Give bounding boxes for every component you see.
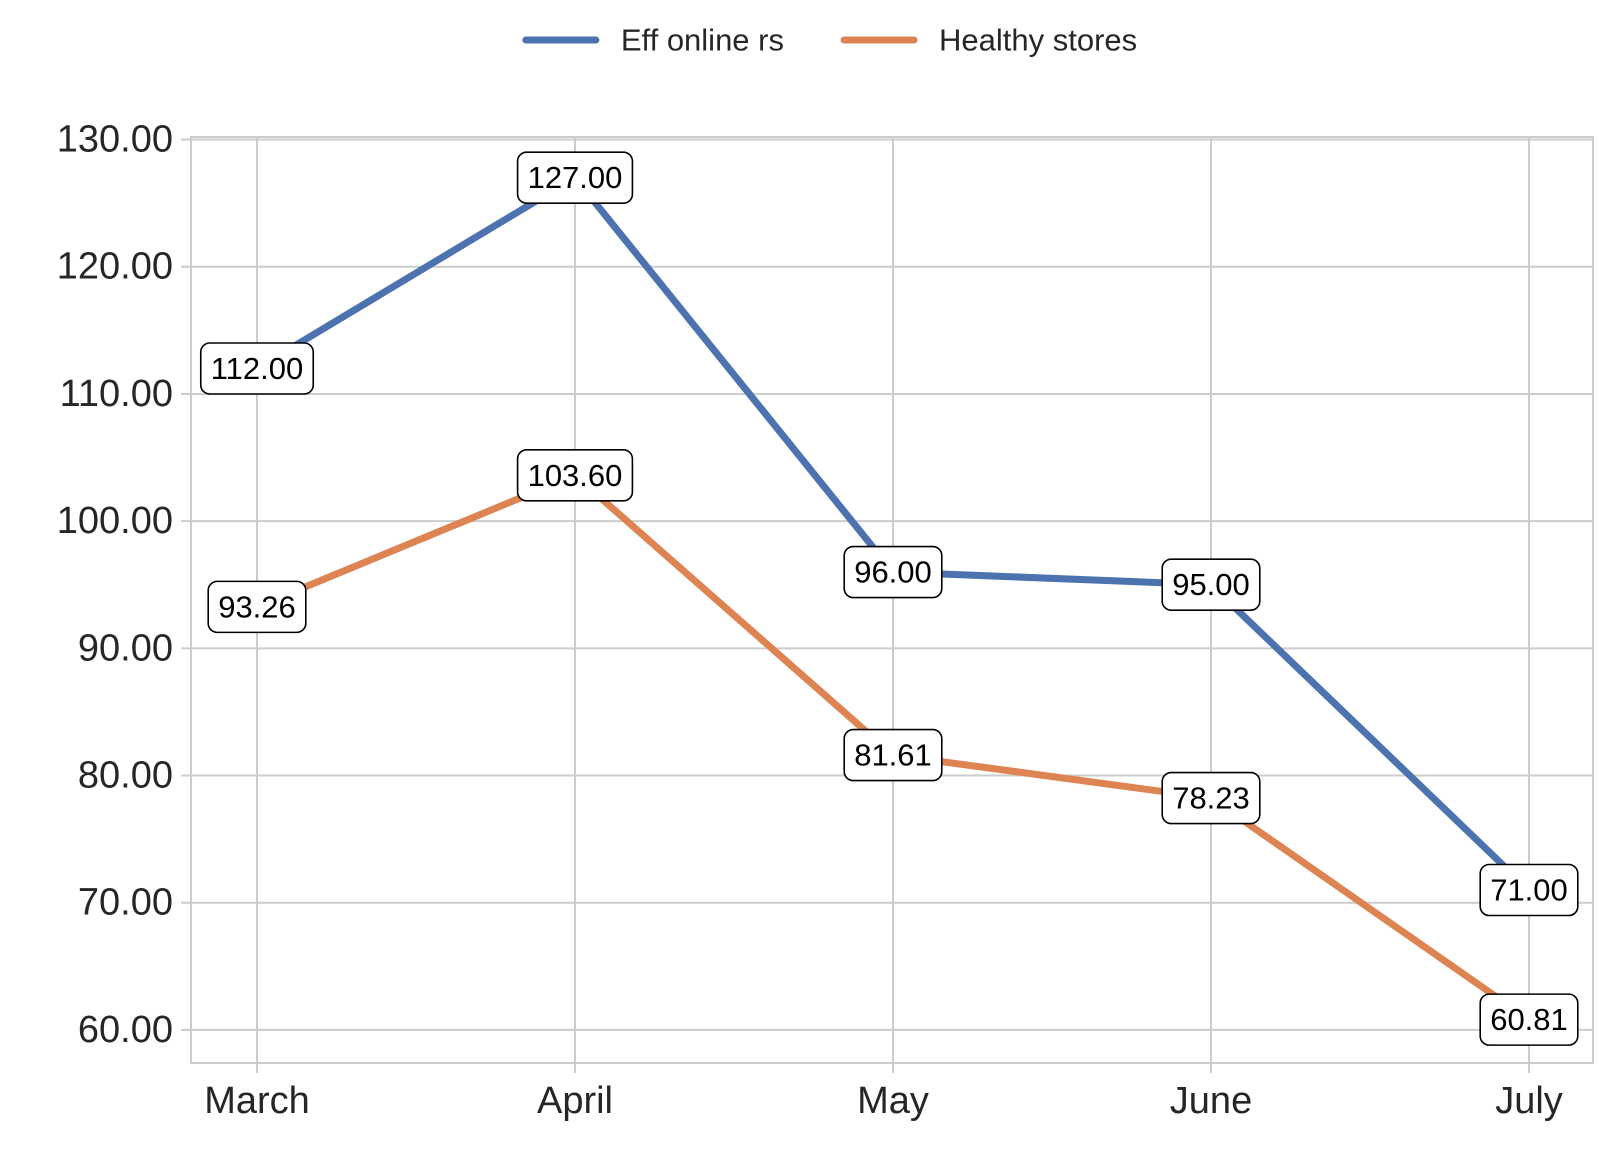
data-label: 81.61	[854, 738, 932, 773]
data-label-box	[199, 342, 315, 395]
y-tick-label: 100.00	[57, 500, 173, 542]
legend: Eff online rs Healthy stores	[522, 23, 1137, 58]
data-label: 93.26	[218, 589, 296, 624]
y-tick-label: 70.00	[78, 882, 173, 924]
data-label-group: 71.00	[1479, 863, 1579, 917]
data-label-group: 93.26	[207, 580, 307, 634]
x-tick-label: June	[1170, 1080, 1252, 1122]
data-label-box	[843, 728, 943, 782]
data-label-box	[516, 151, 634, 205]
data-label-group: 81.61	[843, 728, 943, 782]
legend-item-2: Healthy stores	[840, 23, 1137, 58]
data-label: 127.00	[528, 160, 623, 195]
y-tick-label: 120.00	[57, 246, 173, 288]
data-label-group: 78.23	[1161, 771, 1261, 825]
data-label-box	[207, 580, 307, 634]
y-tick-label: 80.00	[78, 755, 173, 797]
data-label: 78.23	[1172, 781, 1250, 816]
data-label-box	[843, 545, 943, 599]
data-label-box	[516, 449, 634, 502]
y-tick-label: 90.00	[78, 627, 173, 669]
data-label-group: 96.00	[843, 545, 943, 599]
data-label-box	[1479, 993, 1579, 1046]
legend-label: Healthy stores	[939, 23, 1137, 58]
data-label: 71.00	[1490, 873, 1568, 908]
data-label-box	[1479, 863, 1579, 917]
data-label: 96.00	[854, 555, 932, 590]
data-label-group: 60.81	[1479, 993, 1579, 1046]
data-label-group: 112.00	[199, 342, 315, 395]
axes: 60.00 70.00 80.00 90.00 100.00 110.00 120.00 13…	[57, 119, 1563, 1122]
data-label-group: 95.00	[1161, 558, 1261, 612]
data-label-box	[1161, 558, 1261, 612]
data-label-box	[1161, 771, 1261, 825]
y-tick-label: 130.00	[57, 119, 173, 161]
x-tick-label: May	[857, 1080, 929, 1122]
x-tick-label: July	[1495, 1080, 1563, 1122]
data-labels: 112.00 127.00 96.00 95.00 71.00 93.26 103.60 81…	[199, 151, 1579, 1046]
data-label-group: 127.00	[516, 151, 634, 205]
data-label: 60.81	[1490, 1002, 1568, 1037]
data-label: 95.00	[1172, 567, 1250, 602]
x-tick-label: March	[204, 1080, 310, 1122]
legend-item-1: Eff online rs	[522, 23, 784, 58]
data-label-group: 103.60	[516, 449, 634, 502]
data-label: 112.00	[211, 351, 304, 386]
y-tick-label: 110.00	[60, 373, 173, 415]
x-tick-label: April	[537, 1080, 613, 1122]
legend-label: Eff online rs	[621, 23, 784, 58]
data-label: 103.60	[528, 458, 623, 493]
y-tick-label: 60.00	[78, 1009, 173, 1051]
